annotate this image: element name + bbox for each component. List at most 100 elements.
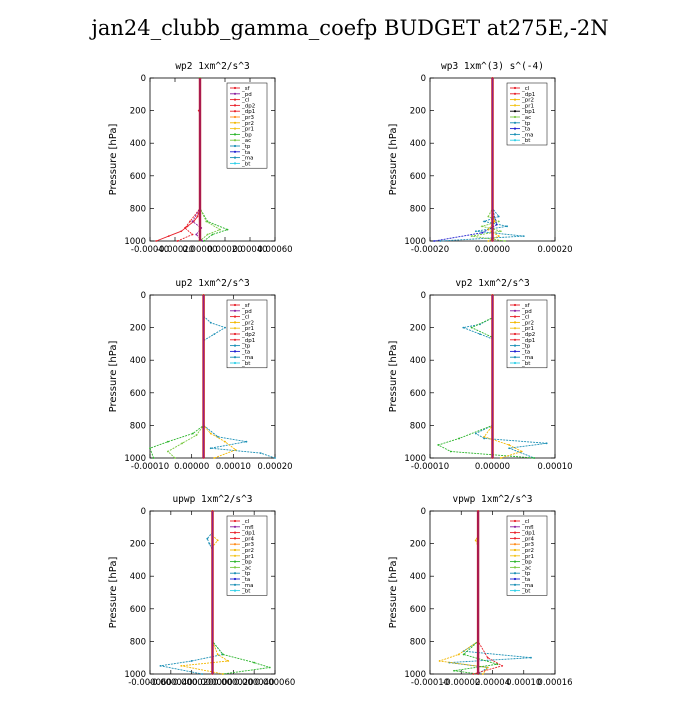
data-point [497,215,500,218]
legend-marker [513,98,517,101]
legend-marker [233,583,237,586]
data-point [470,235,473,238]
x-tick-label: -0.00010 [411,462,449,472]
legend-entry: _cl [521,86,530,92]
legend-marker [513,344,517,347]
series-line-bp [149,295,205,459]
legend-marker [233,321,237,324]
data-point [196,215,199,218]
legend-marker [513,543,517,546]
legend-entry: _pr4 [241,536,255,542]
y-axis-label: Pressure [hPa] [388,557,399,629]
x-tick-label: 0.00060 [257,245,292,255]
legend-marker [513,321,517,324]
y-tick-label: 400 [130,356,146,366]
chart-panel-6: vpwp 1xm^2/s^3 Pressure [hPa] 0 200 400 600 80… [388,494,573,688]
legend-entry: _dp1 [521,531,535,537]
legend-marker [513,350,517,353]
data-point [439,240,442,242]
data-point [206,537,209,540]
legend-entry: _bt [521,589,531,595]
legend-entry: _bt [241,161,251,167]
y-tick-label: 800 [130,421,146,431]
y-tick-label: 800 [410,421,426,431]
x-tick-label: 0.00000 [475,462,510,472]
panel-title: wp2 1xm^2/s^3 [175,61,249,72]
y-tick-label: 0 [421,507,426,517]
chart-panel-3: up2 1xm^2/s^3 Pressure [hPa] 0 200 400 600 800… [108,278,293,472]
data-point [211,233,214,236]
data-point [486,666,489,669]
x-tick-label: -0.000060 [128,678,172,688]
legend-marker [513,133,517,136]
x-tick-label: 0.00010 [537,462,572,472]
data-point [499,230,502,233]
legend-entry: _pr2 [241,548,254,554]
legend-entry: _ac [521,115,531,121]
y-tick-label: 400 [410,139,426,149]
legend-box [226,515,268,596]
legend-marker [233,554,237,557]
y-tick-label: 1000 [124,237,146,247]
x-tick-label: 0.00010 [506,678,541,688]
legend-marker [513,110,517,113]
legend-entry: _pr1 [241,554,254,560]
x-tick-label: 0.00016 [537,678,572,688]
data-point [180,664,183,667]
legend-entry: _ta [241,349,250,355]
data-point [508,447,511,450]
legend-marker [233,98,237,101]
data-point [213,333,216,336]
legend-entry: _ma [241,583,253,589]
legend-marker [233,133,237,136]
data-point [209,321,212,324]
legend-marker [513,519,517,523]
legend-marker [233,327,237,330]
legend-entry: _ma [241,156,253,162]
legend-marker [513,583,517,586]
legend-entry: _dp2 [241,103,255,109]
data-point [234,448,237,451]
plot-frame [149,294,276,459]
data-point [174,457,176,459]
legend-marker [233,531,237,534]
series-line-ta [434,78,498,242]
data-point [253,661,256,664]
legend-marker [233,566,237,569]
data-point [176,240,179,242]
legend-entry: _ta [241,150,250,156]
legend-entry: _ma [521,355,533,361]
legend-marker [233,156,237,159]
legend-marker [233,577,237,581]
panel-title: up2 1xm^2/s^3 [175,278,249,289]
plot-frame [149,77,276,242]
legend-marker [233,543,237,546]
data-point [152,457,155,459]
data-point [216,539,219,542]
legend-marker [513,361,517,365]
x-tick-label: 0.00000 [475,245,510,255]
series-line-tp [203,295,276,459]
y-tick-label: 0 [141,507,146,517]
series-line-pr2 [439,511,489,675]
legend-entry: _pd [521,309,532,315]
legend-marker [233,309,237,312]
y-tick-label: 600 [130,172,146,182]
legend-entry: _dp1 [241,338,255,344]
data-point [180,230,183,233]
legend-entry: _sf [241,86,251,92]
chart-panel-2: wp3 1xm^(3) s^(-4) Pressure [hPa] 0 200 400 6… [388,61,573,255]
legend-marker [233,356,237,359]
data-point [149,447,151,450]
data-point [192,220,195,223]
chart-panel-4: vp2 1xm^2/s^3 Pressure [hPa] 0 200 400 600 800… [388,278,573,472]
legend-entry: _tp [241,144,251,150]
data-point [159,664,162,667]
legend-marker [233,338,237,341]
legend-marker [513,115,517,119]
legend-entry: _dp2 [241,332,255,338]
legend-marker [233,127,237,130]
data-point [245,440,248,443]
x-tick-label: 0.00040 [232,245,267,255]
legend-entry: _pr1 [521,326,534,332]
